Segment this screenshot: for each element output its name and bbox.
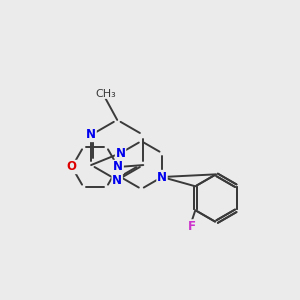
Text: N: N <box>157 170 167 184</box>
Text: CH₃: CH₃ <box>95 88 116 99</box>
Text: N: N <box>113 160 123 173</box>
Text: F: F <box>188 220 196 233</box>
Text: N: N <box>116 147 126 160</box>
Text: N: N <box>112 174 122 187</box>
Text: N: N <box>86 128 96 141</box>
Text: O: O <box>67 160 77 173</box>
